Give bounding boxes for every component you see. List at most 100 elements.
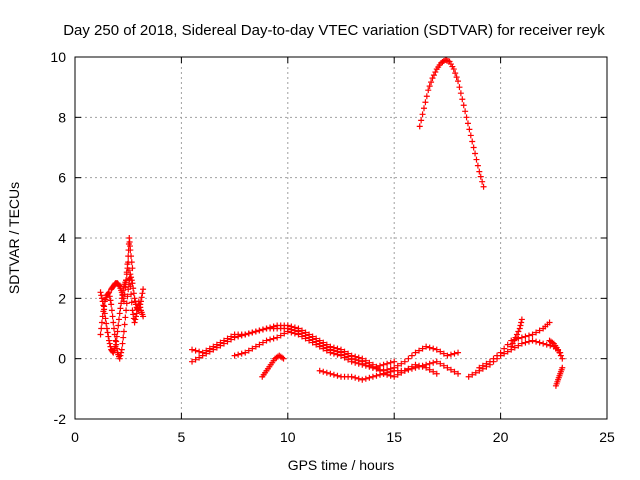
data-point-arc-peak <box>459 96 466 103</box>
data-point-arc-early-b <box>136 301 143 308</box>
data-point-arc-2 <box>210 343 217 350</box>
data-point-arc-early-b <box>129 307 136 314</box>
data-point-arc-early-a <box>118 346 125 353</box>
data-point-arc-3 <box>274 334 281 341</box>
data-point-arc-1 <box>405 355 412 362</box>
data-point-arc-8 <box>508 343 515 350</box>
data-point-arc-peak <box>429 75 436 82</box>
data-point-arc-3 <box>281 330 288 337</box>
data-point-arc-5 <box>455 370 462 377</box>
data-point-arc-peak <box>455 78 462 85</box>
data-point-arc-1 <box>423 343 430 350</box>
y-tick-labels: -2 0 2 4 6 8 10 <box>50 49 66 427</box>
data-point-arc-2 <box>298 327 305 334</box>
data-point-arc-3 <box>238 350 245 357</box>
data-point-arc-early-b <box>99 298 106 305</box>
data-point-arc-2 <box>302 329 309 336</box>
data-point-arc-8 <box>518 319 525 326</box>
data-point-arc-early-c <box>120 295 127 302</box>
x-tick-label: 15 <box>386 429 402 445</box>
data-point-arc-early-c <box>123 277 130 284</box>
data-point-arc-2 <box>245 330 252 337</box>
axis-ticks <box>74 56 608 420</box>
data-point-arc-early-b <box>128 291 135 298</box>
data-point-arc-2 <box>330 344 337 351</box>
data-point-arc-2 <box>242 331 249 338</box>
data-point-arc-7 <box>501 345 508 352</box>
data-point-arc-6 <box>504 348 511 355</box>
y-tick-label: -2 <box>54 411 67 427</box>
data-point-arc-6 <box>472 369 479 376</box>
data-point-arc-1 <box>444 352 451 359</box>
data-point-arc-3 <box>366 363 373 370</box>
data-point-arc-early-a <box>139 290 146 297</box>
data-point-arc-early-b <box>133 313 140 320</box>
data-point-arc-early-a <box>138 294 145 301</box>
x-tick-label: 5 <box>178 429 186 445</box>
data-point-arc-peak <box>456 84 463 91</box>
data-point-arc-1 <box>196 354 203 361</box>
data-point-arc-6 <box>501 350 508 357</box>
data-point-arc-2 <box>263 325 270 332</box>
data-point-arc-2 <box>203 347 210 354</box>
data-point-arc-2 <box>288 323 295 330</box>
data-point-arc-1 <box>440 350 447 357</box>
data-point-arc-peak <box>422 99 429 106</box>
data-point-arc-peak <box>453 74 460 81</box>
data-point-arc-3 <box>235 351 242 358</box>
data-point-arc-early-b <box>112 343 119 350</box>
data-point-arc-1 <box>433 346 440 353</box>
data-point-arc-early-b <box>115 322 122 329</box>
data-point-arc-5 <box>412 364 419 371</box>
data-point-arc-8 <box>515 328 522 335</box>
data-point-arc-7 <box>546 319 553 326</box>
data-point-arc-early-c <box>122 284 129 291</box>
data-point-arc-3 <box>259 339 266 346</box>
data-point-arc-3 <box>369 364 376 371</box>
data-point-arc-5 <box>330 371 337 378</box>
data-point-arc-3 <box>327 349 334 356</box>
data-point-arc-early-b <box>100 302 107 309</box>
x-axis-label: GPS time / hours <box>288 457 395 473</box>
data-point-arc-peak <box>462 108 469 115</box>
data-point-arc-2 <box>295 325 302 332</box>
data-point-arc-2 <box>341 348 348 355</box>
data-point-arc-peak <box>464 120 471 127</box>
data-point-arc-early-a <box>107 297 114 304</box>
data-point-arc-6 <box>511 344 518 351</box>
data-point-arc-6 <box>522 339 529 346</box>
data-point-arc-peak <box>419 111 426 118</box>
y-tick-label: 8 <box>58 109 66 125</box>
data-point-arc-early-a <box>118 349 125 356</box>
data-point-arc-peak <box>470 144 477 151</box>
data-point-arc-5 <box>369 373 376 380</box>
data-point-arc-3 <box>288 329 295 336</box>
gridlines <box>75 57 607 419</box>
data-point-arc-3 <box>345 356 352 363</box>
data-point-arc-6 <box>525 338 532 345</box>
data-point-arc-3 <box>320 345 327 352</box>
data-point-arc-2 <box>306 331 313 338</box>
data-point-arc-2 <box>345 350 352 357</box>
data-point-arc-1 <box>401 358 408 365</box>
data-point-arc-2 <box>196 348 203 355</box>
data-point-arc-6 <box>515 342 522 349</box>
data-point-arc-early-b <box>140 313 147 320</box>
data-point-arc-5 <box>359 376 366 383</box>
data-point-arc-8 <box>509 340 516 347</box>
data-point-arc-10 <box>559 364 566 371</box>
data-point-arc-early-a <box>131 295 138 302</box>
data-point-arc-5 <box>408 365 415 372</box>
data-point-arc-early-c <box>123 269 130 276</box>
data-point-arc-peak <box>450 66 457 73</box>
data-point-arc-3 <box>330 350 337 357</box>
data-point-arc-3 <box>334 351 341 358</box>
data-point-arc-early-c <box>128 253 135 260</box>
data-point-arc-early-b <box>98 292 105 299</box>
data-point-arc-peak <box>467 132 474 139</box>
data-point-arc-peak <box>430 72 437 79</box>
data-point-arc-7 <box>486 358 493 365</box>
data-point-arc-early-a <box>108 307 115 314</box>
data-point-arc-5 <box>451 368 458 375</box>
